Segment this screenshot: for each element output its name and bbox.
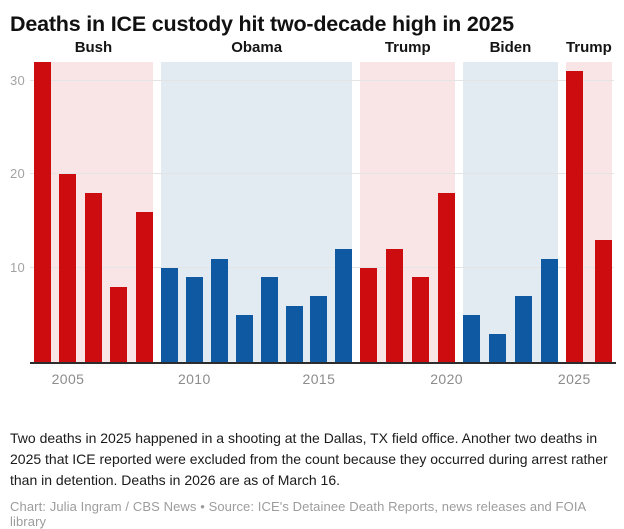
x-axis-label-2010: 2010 [177, 370, 211, 387]
bar-2013 [260, 277, 278, 362]
plot-area: Bush 2005 Obama 2010 2015 Trump 2020 Biden Trump… [10, 39, 616, 387]
x-axis-label-2025: 2025 [557, 370, 591, 387]
bar-2010: 2010 [178, 277, 210, 387]
bar-2024 [540, 258, 558, 362]
bar-2011 [210, 258, 228, 362]
era-label-biden-3: Biden [489, 38, 532, 56]
bar-2005: 2005 [52, 174, 84, 387]
era-label-trump-2: Trump [384, 38, 431, 56]
bar-2017 [360, 268, 378, 362]
era-label-trump-4: Trump [565, 38, 612, 56]
gridline-30 [30, 79, 614, 81]
era-band-obama-1: Obama 2010 2015 [160, 39, 353, 387]
bar-2012 [235, 314, 253, 362]
bar-2022 [489, 333, 506, 362]
bar-2006 [84, 193, 102, 362]
y-axis-label-20: 20 [9, 166, 25, 182]
bar-2023 [514, 296, 532, 362]
bar-2025: 2025 [558, 71, 590, 387]
bar-2004 [34, 61, 51, 362]
era-band-trump-4: Trump 2025 [558, 39, 612, 387]
x-axis-label-2020: 2020 [430, 370, 463, 387]
bar-2020: 2020 [430, 193, 463, 387]
bar-2019 [412, 277, 430, 362]
chart-title: Deaths in ICE custody hit two-decade hig… [10, 12, 514, 36]
era-band-bush-0: Bush 2005 [34, 39, 153, 387]
gridline-20 [30, 173, 614, 175]
era-label-obama-1: Obama [231, 38, 283, 56]
note-text: Two deaths in 2025 happened in a shootin… [10, 429, 608, 489]
y-axis-label-30: 30 [9, 72, 25, 88]
bar-2021 [463, 314, 481, 362]
x-axis-label-2015: 2015 [302, 370, 336, 387]
era-band-biden-3: Biden [463, 39, 558, 362]
bar-2026 [595, 239, 612, 362]
y-axis-label-10: 10 [9, 260, 25, 276]
credit-text: Chart: Julia Ingram / CBS News • Source:… [10, 498, 586, 529]
era-band-trump-2: Trump 2020 [360, 39, 463, 387]
x-axis-label-2005: 2005 [51, 370, 85, 387]
gridline-10 [30, 267, 614, 269]
era-label-bush-0: Bush [74, 38, 113, 56]
x-axis-baseline [30, 361, 616, 364]
era-bands: Bush 2005 Obama 2010 2015 Trump 2020 Biden Trump… [34, 39, 612, 387]
bar-chart: Bush 2005 Obama 2010 2015 Trump 2020 Biden Trump… [0, 39, 624, 418]
bar-2007 [110, 286, 128, 362]
bar-2008 [135, 211, 153, 362]
bar-2018 [386, 249, 404, 362]
bar-2016 [335, 249, 353, 362]
bar-2014 [285, 305, 303, 362]
bar-2015: 2015 [303, 296, 335, 387]
bar-2009 [160, 268, 178, 362]
